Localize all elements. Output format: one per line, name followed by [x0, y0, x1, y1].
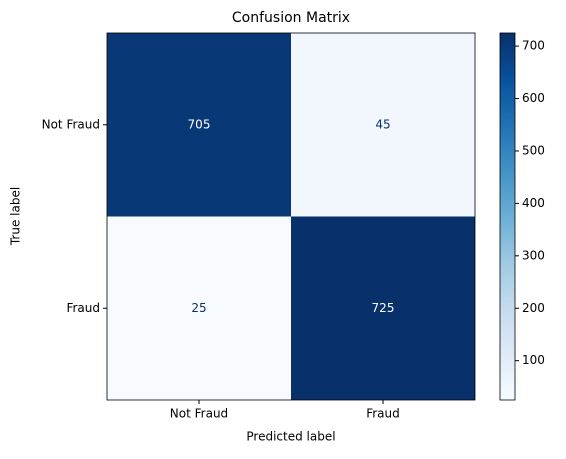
cell-label: 25 [191, 301, 206, 315]
colorbar-tick-label: 700 [522, 39, 545, 53]
x-axis-label: Predicted label [246, 430, 335, 444]
cell [107, 216, 291, 400]
colorbar-tick-label: 300 [522, 248, 545, 262]
y-tick-label: Not Fraud [42, 117, 100, 131]
y-tick-label: Fraud [66, 301, 100, 315]
plot-frame [106, 32, 476, 401]
cell-label: 725 [372, 301, 395, 315]
colorbar-tick-label: 600 [522, 91, 545, 105]
y-axis-label: True label [9, 187, 23, 246]
cell [291, 33, 475, 217]
cell-label: 705 [188, 117, 211, 131]
colorbar-tick-label: 500 [522, 143, 545, 157]
cell [291, 216, 475, 400]
colorbar [499, 32, 516, 401]
x-tick-label: Fraud [366, 407, 400, 421]
colorbar-tick-label: 100 [522, 353, 545, 367]
cell-label: 45 [375, 117, 390, 131]
colorbar-tick-label: 200 [522, 301, 545, 315]
colorbar-tick-label: 400 [522, 196, 545, 210]
chart-title: Confusion Matrix [232, 10, 350, 26]
x-tick-label: Not Fraud [170, 407, 228, 421]
cell [107, 33, 291, 217]
